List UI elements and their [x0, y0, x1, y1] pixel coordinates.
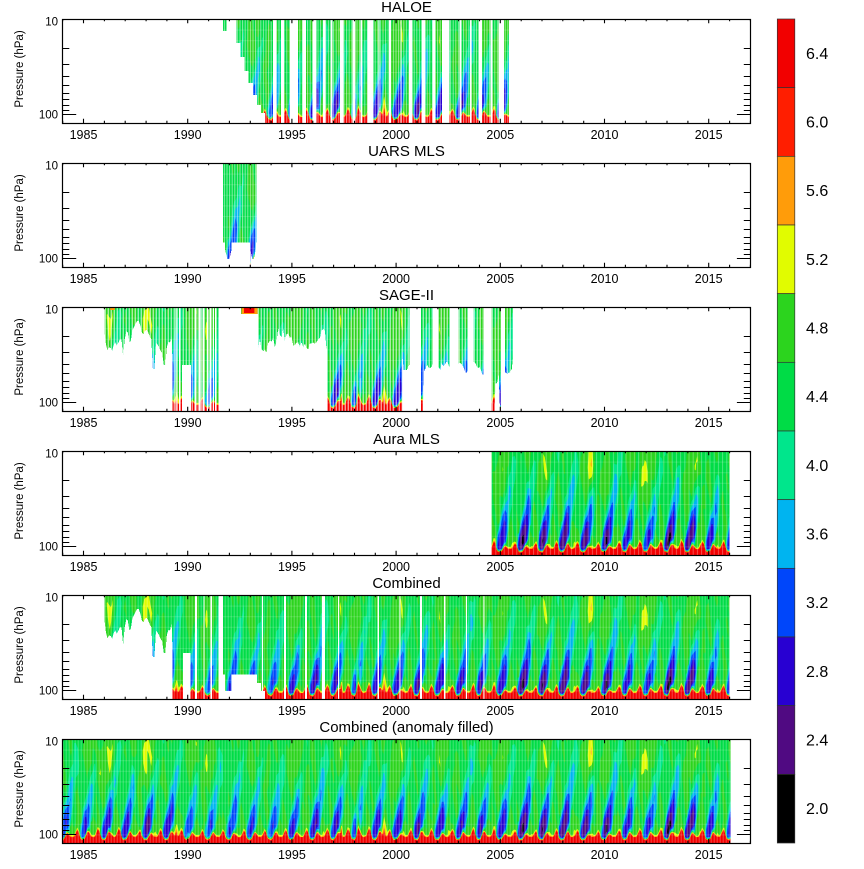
svg-text:10: 10 — [45, 305, 58, 317]
svg-text:Pressure (hPa): Pressure (hPa) — [14, 174, 26, 252]
svg-text:1995: 1995 — [278, 272, 306, 286]
svg-text:1995: 1995 — [278, 128, 306, 142]
svg-text:1985: 1985 — [70, 272, 98, 286]
svg-text:2010: 2010 — [591, 704, 619, 718]
svg-text:2000: 2000 — [382, 848, 410, 862]
svg-text:1995: 1995 — [278, 848, 306, 862]
svg-text:Pressure (hPa): Pressure (hPa) — [14, 462, 26, 540]
svg-text:1990: 1990 — [174, 128, 202, 142]
svg-text:1985: 1985 — [70, 128, 98, 142]
svg-text:Pressure (hPa): Pressure (hPa) — [14, 318, 26, 396]
svg-text:2005: 2005 — [486, 704, 514, 718]
svg-text:4.8: 4.8 — [806, 321, 828, 338]
svg-text:100: 100 — [39, 686, 58, 698]
svg-text:2000: 2000 — [382, 704, 410, 718]
svg-text:2015: 2015 — [695, 416, 723, 430]
svg-text:100: 100 — [39, 830, 58, 842]
svg-text:1990: 1990 — [174, 848, 202, 862]
svg-text:1985: 1985 — [70, 848, 98, 862]
svg-text:4.0: 4.0 — [806, 458, 828, 475]
svg-text:1990: 1990 — [174, 704, 202, 718]
svg-text:2015: 2015 — [695, 272, 723, 286]
svg-text:3.6: 3.6 — [806, 527, 828, 544]
svg-text:100: 100 — [39, 110, 58, 122]
svg-text:2010: 2010 — [591, 128, 619, 142]
svg-text:5.2: 5.2 — [806, 252, 828, 269]
svg-text:2000: 2000 — [382, 128, 410, 142]
svg-text:1985: 1985 — [70, 704, 98, 718]
svg-text:Pressure (hPa): Pressure (hPa) — [14, 30, 26, 108]
svg-text:1990: 1990 — [174, 272, 202, 286]
svg-text:10: 10 — [45, 737, 58, 749]
svg-text:Pressure (hPa): Pressure (hPa) — [14, 606, 26, 684]
svg-text:2000: 2000 — [382, 416, 410, 430]
svg-text:1990: 1990 — [174, 416, 202, 430]
svg-text:Pressure (hPa): Pressure (hPa) — [14, 750, 26, 828]
svg-text:SAGE-II: SAGE-II — [379, 287, 434, 304]
svg-text:2.0: 2.0 — [806, 801, 828, 818]
svg-text:HALOE: HALOE — [381, 0, 432, 16]
svg-text:2015: 2015 — [695, 848, 723, 862]
svg-text:2015: 2015 — [695, 704, 723, 718]
svg-text:1985: 1985 — [70, 416, 98, 430]
svg-text:6.0: 6.0 — [806, 115, 828, 132]
svg-text:100: 100 — [39, 542, 58, 554]
svg-text:4.4: 4.4 — [806, 389, 828, 406]
svg-text:2005: 2005 — [486, 272, 514, 286]
svg-text:1990: 1990 — [174, 560, 202, 574]
svg-text:UARS MLS: UARS MLS — [368, 143, 445, 160]
svg-text:2010: 2010 — [591, 416, 619, 430]
svg-text:1995: 1995 — [278, 704, 306, 718]
svg-text:100: 100 — [39, 398, 58, 410]
svg-text:2015: 2015 — [695, 560, 723, 574]
svg-text:1985: 1985 — [70, 560, 98, 574]
svg-text:10: 10 — [45, 449, 58, 461]
svg-text:10: 10 — [45, 593, 58, 605]
svg-text:1995: 1995 — [278, 560, 306, 574]
svg-text:2.8: 2.8 — [806, 664, 828, 681]
svg-text:2000: 2000 — [382, 560, 410, 574]
svg-text:Combined: Combined — [372, 575, 440, 592]
svg-text:2005: 2005 — [486, 560, 514, 574]
svg-text:2005: 2005 — [486, 848, 514, 862]
svg-text:100: 100 — [39, 254, 58, 266]
svg-text:5.6: 5.6 — [806, 183, 828, 200]
svg-text:Combined (anomaly filled): Combined (anomaly filled) — [319, 719, 493, 736]
svg-text:2000: 2000 — [382, 272, 410, 286]
svg-text:2005: 2005 — [486, 128, 514, 142]
svg-text:6.4: 6.4 — [806, 46, 828, 63]
svg-text:1995: 1995 — [278, 416, 306, 430]
svg-text:2010: 2010 — [591, 272, 619, 286]
svg-text:2010: 2010 — [591, 560, 619, 574]
svg-text:3.2: 3.2 — [806, 595, 828, 612]
svg-text:10: 10 — [45, 161, 58, 173]
svg-text:2.4: 2.4 — [806, 733, 828, 750]
svg-text:2010: 2010 — [591, 848, 619, 862]
svg-text:10: 10 — [45, 17, 58, 29]
svg-text:2005: 2005 — [486, 416, 514, 430]
svg-text:Aura MLS: Aura MLS — [373, 431, 440, 448]
svg-text:2015: 2015 — [695, 128, 723, 142]
